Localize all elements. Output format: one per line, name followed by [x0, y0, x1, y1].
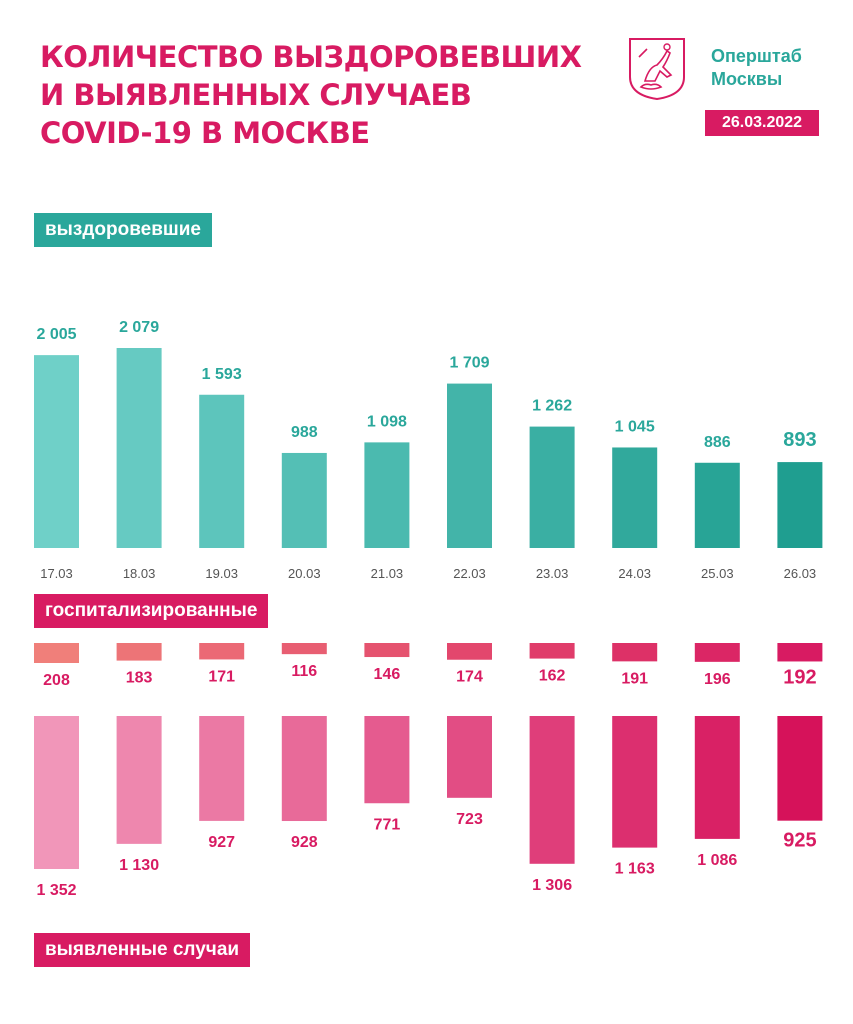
hospitalized-bar: [447, 643, 492, 660]
hospitalized-value-label: 171: [208, 668, 235, 685]
title-line-3: COVID-19 В МОСКВЕ: [40, 116, 370, 150]
hospitalized-bar: [694, 643, 740, 662]
hospitalized-bar: [34, 643, 79, 663]
date-tick-label: 21.03: [371, 566, 404, 581]
cases-value-label: 928: [291, 834, 318, 851]
page-title: КОЛИЧЕСТВО ВЫЗДОРОВЕВШИХ И ВЫЯВЛЕННЫХ СЛ…: [40, 38, 582, 152]
hospitalized-bar: [116, 643, 162, 661]
recovered-bar: [364, 442, 410, 548]
recovered-bar: [116, 348, 162, 548]
org-line-1: Оперштаб: [711, 46, 802, 66]
org-line-2: Москвы: [711, 69, 783, 89]
cases-value-label: 1 352: [36, 882, 76, 899]
recovered-bar: [447, 383, 492, 548]
date-tick-label: 24.03: [618, 566, 651, 581]
hospitalized-value-label: 183: [126, 670, 153, 687]
hospitalized-value-label: 162: [539, 668, 566, 685]
hospitalized-bar: [364, 643, 410, 658]
cases-value-label: 1 130: [119, 857, 159, 874]
hospitalized-bar: [199, 643, 245, 660]
cases-bar: [281, 716, 327, 822]
cases-value-label: 771: [374, 816, 401, 833]
hospitalized-label: госпитализированные: [34, 594, 269, 628]
hospitalized-value-label: 174: [456, 669, 483, 686]
cases-bar: [777, 716, 823, 821]
date-tick-label: 22.03: [453, 566, 486, 581]
recovered-bar: [612, 447, 658, 548]
hospitalized-value-label: 208: [43, 672, 70, 689]
cases-bar: [199, 716, 245, 821]
cases-bar: [364, 716, 410, 804]
cases-value-label: 927: [208, 834, 235, 851]
recovered-value-label: 2 079: [119, 319, 159, 336]
cases-value-label: 1 086: [697, 852, 737, 869]
recovered-value-label: 886: [704, 434, 731, 451]
recovered-value-label: 2 005: [36, 326, 76, 343]
cases-value-label: 723: [456, 811, 483, 828]
cases-bar: [694, 716, 740, 839]
date-tick-label: 23.03: [536, 566, 569, 581]
recovered-value-label: 1 709: [449, 355, 489, 372]
cases-bar: [612, 716, 658, 848]
hospitalized-bar: [612, 643, 658, 662]
cases-bar: [529, 716, 575, 864]
recovered-bar: [777, 462, 823, 548]
cases-label: выявленные случаи: [34, 933, 251, 967]
cases-value-label: 925: [783, 830, 816, 852]
hospitalized-bar: [777, 643, 823, 662]
cases-bar: [447, 716, 492, 798]
recovered-value-label: 1 593: [202, 366, 242, 383]
recovered-bar: [694, 462, 740, 548]
date-tick-label: 18.03: [123, 566, 156, 581]
hospitalized-value-label: 191: [621, 670, 648, 687]
recovered-bar: [529, 426, 575, 548]
hospitalized-value-label: 146: [374, 666, 401, 683]
title-line-1: КОЛИЧЕСТВО ВЫЗДОРОВЕВШИХ: [40, 40, 582, 74]
recovered-bar: [199, 394, 245, 548]
date-tick-label: 26.03: [784, 566, 817, 581]
date-tick-label: 20.03: [288, 566, 321, 581]
date-tick-label: 19.03: [205, 566, 238, 581]
recovered-value-label: 1 045: [615, 418, 655, 435]
org-name: Оперштаб Москвы: [711, 45, 802, 91]
recovered-bar: [34, 355, 79, 548]
hospitalized-bar: [281, 643, 327, 655]
moscow-coat-of-arms-icon: [629, 38, 685, 101]
date-tick-label: 17.03: [40, 566, 73, 581]
hospitalized-value-label: 196: [704, 671, 731, 688]
recovered-label: выздоровевшие: [34, 213, 212, 247]
recovered-value-label: 1 262: [532, 398, 572, 415]
recovered-value-label: 893: [783, 429, 816, 451]
cases-value-label: 1 306: [532, 877, 572, 894]
recovered-bar: [281, 452, 327, 548]
cases-value-label: 1 163: [615, 861, 655, 878]
hospitalized-bar: [529, 643, 575, 659]
date-badge: 26.03.2022: [705, 110, 819, 136]
date-tick-label: 25.03: [701, 566, 734, 581]
cases-bar: [34, 716, 79, 869]
hospitalized-value-label: 192: [783, 666, 816, 688]
recovered-value-label: 1 098: [367, 413, 407, 430]
title-line-2: И ВЫЯВЛЕННЫХ СЛУЧАЕВ: [40, 78, 472, 112]
cases-bar: [116, 716, 162, 844]
recovered-value-label: 988: [291, 424, 318, 441]
hospitalized-value-label: 116: [291, 663, 317, 680]
